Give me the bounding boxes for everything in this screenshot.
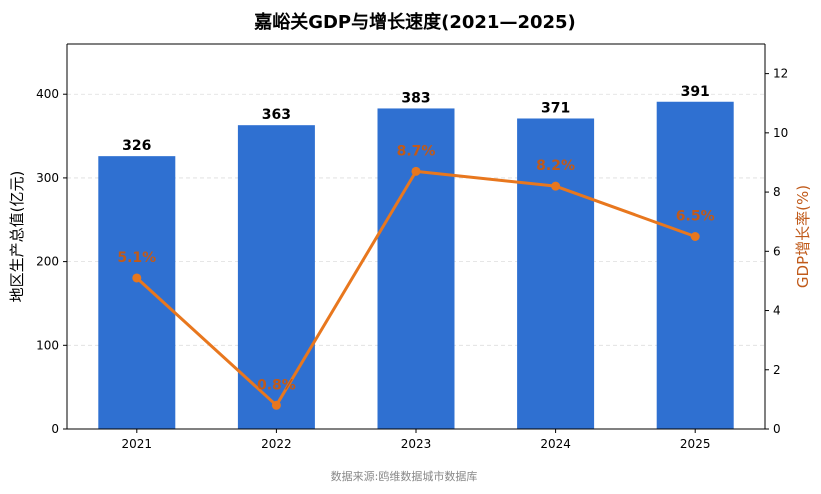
bar-value-label-2023: 383 — [401, 90, 430, 106]
x-tick-label-2024: 2024 — [540, 437, 571, 451]
bar-value-label-2024: 371 — [541, 100, 570, 116]
bar-2023 — [377, 108, 455, 430]
bar-value-label-2021: 326 — [122, 138, 151, 154]
growth-value-label-2023: 8.7% — [397, 143, 436, 159]
x-tick-label-2025: 2025 — [680, 437, 711, 451]
left-tick-label-0: 0 — [51, 422, 59, 436]
right-tick-label-12: 12 — [773, 67, 788, 81]
x-tick-label-2021: 2021 — [122, 437, 153, 451]
bar-series — [98, 101, 734, 430]
right-tick-label-2: 2 — [773, 363, 781, 377]
growth-value-label-2025: 6.5% — [676, 209, 715, 225]
right-tick-label-6: 6 — [773, 244, 781, 258]
x-tick-label-2022: 2022 — [261, 437, 292, 451]
x-tick-label-2023: 2023 — [401, 437, 432, 451]
right-axis-title: GDP增长率(%) — [794, 185, 812, 288]
left-tick-label-300: 300 — [36, 171, 59, 185]
bar-value-label-2022: 363 — [262, 107, 291, 123]
growth-point-2021 — [132, 273, 142, 283]
left-tick-label-400: 400 — [36, 87, 59, 101]
growth-point-2024 — [551, 181, 561, 191]
grid-lines — [67, 93, 765, 346]
right-tick-label-4: 4 — [773, 304, 781, 318]
data-labels: 326 363 383 371 391 5.1% 0.8% 8.7% 8.2% 6.5% — [117, 84, 714, 394]
chart-title: 嘉峪关GDP与增长速度(2021—2025) — [253, 11, 576, 33]
right-tick-label-8: 8 — [773, 185, 781, 199]
bar-2021 — [98, 156, 176, 430]
right-tick-label-10: 10 — [773, 126, 788, 140]
axis-ticks: 0 100 200 300 400 0 2 4 6 8 10 12 2021 2022 2023 2024 20… — [36, 67, 788, 451]
bar-2024 — [517, 118, 595, 429]
growth-value-label-2021: 5.1% — [117, 250, 156, 266]
right-tick-label-0: 0 — [773, 422, 781, 436]
growth-value-label-2022: 0.8% — [257, 377, 296, 393]
left-axis-title: 地区生产总值(亿元) — [8, 171, 26, 303]
source-note: 数据来源:鸥维数据城市数据库 — [331, 469, 478, 483]
growth-point-2022 — [271, 400, 281, 410]
growth-point-2025 — [690, 232, 700, 241]
growth-value-label-2024: 8.2% — [536, 158, 575, 174]
bar-2025 — [656, 101, 734, 429]
line-series — [132, 166, 700, 410]
left-tick-label-200: 200 — [36, 255, 59, 269]
bar-value-label-2025: 391 — [681, 84, 710, 100]
left-tick-label-100: 100 — [36, 338, 59, 352]
bar-2022 — [237, 125, 315, 429]
growth-point-2023 — [411, 166, 421, 176]
